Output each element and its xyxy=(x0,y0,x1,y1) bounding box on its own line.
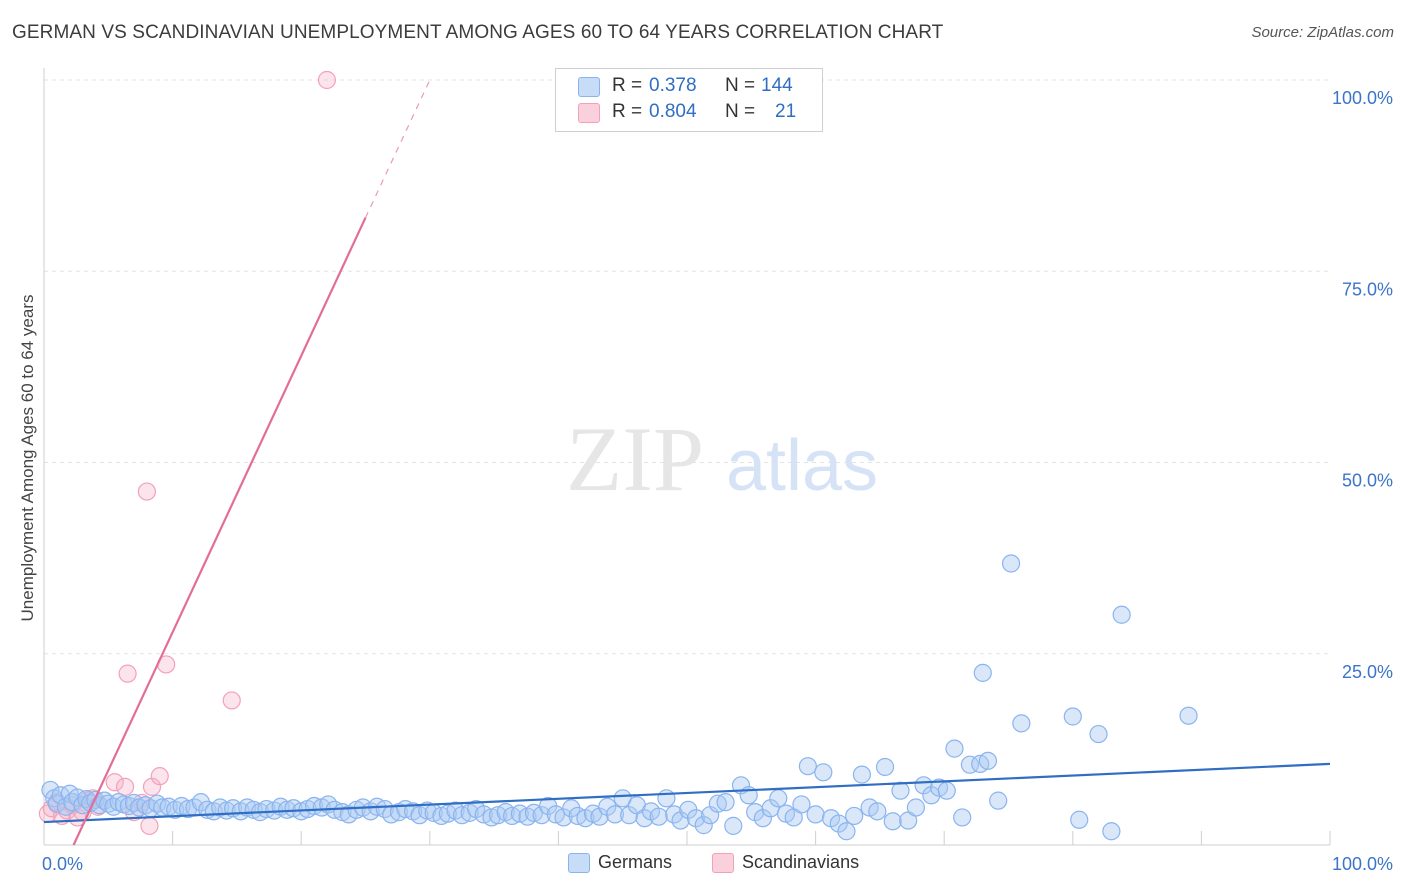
german-point xyxy=(694,816,713,835)
german-point xyxy=(953,808,972,827)
scandinavian-point xyxy=(140,816,159,835)
german-point xyxy=(868,802,887,821)
german-point xyxy=(635,809,654,828)
german-point xyxy=(960,755,980,774)
scandinavian-point xyxy=(137,482,156,501)
legend-r-label: R = xyxy=(612,75,643,96)
german-point xyxy=(883,812,902,831)
german-point xyxy=(532,806,551,825)
scandinavian-point xyxy=(150,767,169,786)
scandinavian-trend-extension xyxy=(364,79,431,218)
german-point xyxy=(1112,605,1131,624)
german-point xyxy=(875,757,895,777)
source-credit: Source: ZipAtlas.com xyxy=(1251,24,1394,41)
german-point xyxy=(852,765,871,784)
y-tick-label: 75.0% xyxy=(1342,279,1393,299)
legend-r-value-germans: 0.378 xyxy=(649,75,697,96)
x-tick-label: 0.0% xyxy=(42,854,83,874)
legend-n-label: N = xyxy=(725,101,756,122)
gridlines xyxy=(44,79,1330,655)
german-point xyxy=(590,807,609,826)
y-tick-label: 50.0% xyxy=(1342,471,1393,491)
german-point xyxy=(769,789,788,808)
watermark-atlas: atlas xyxy=(726,426,878,506)
german-point xyxy=(649,807,668,826)
german-point xyxy=(937,781,956,800)
german-point xyxy=(1089,724,1108,744)
bottom-legend-label-scandinavians: Scandinavians xyxy=(742,852,860,872)
german-point xyxy=(716,793,735,812)
german-point xyxy=(657,789,676,808)
trend-lines xyxy=(43,79,1331,846)
german-point xyxy=(620,806,639,825)
german-point xyxy=(989,791,1008,810)
scandinavian-points xyxy=(38,70,337,835)
german-trend-line xyxy=(43,762,1331,824)
german-point xyxy=(945,739,964,758)
german-point xyxy=(554,808,573,827)
scandinavian-point xyxy=(317,70,337,90)
german-point xyxy=(753,809,772,828)
german-point xyxy=(1102,822,1121,841)
german-point xyxy=(724,816,743,835)
tick-labels: 100.0% 75.0% 50.0% 25.0% 0.0% 100.0% xyxy=(42,88,1393,874)
legend-swatch-germans xyxy=(578,77,600,97)
german-point xyxy=(973,663,992,682)
german-point xyxy=(257,799,276,819)
german-point xyxy=(891,781,910,800)
german-point xyxy=(1001,554,1021,573)
stats-legend: R = 0.378 N = 144 R = 0.804 N = 21 xyxy=(555,68,823,132)
german-point xyxy=(598,797,617,816)
legend-r-value-scandinavians: 0.804 xyxy=(649,101,697,122)
bottom-legend-label-germans: Germans xyxy=(598,852,673,872)
bottom-legend-swatch-germans xyxy=(568,853,590,873)
german-points xyxy=(41,554,1198,841)
german-point xyxy=(1179,706,1198,725)
german-point xyxy=(814,763,833,782)
y-tick-label: 25.0% xyxy=(1342,662,1393,682)
y-tick-label: 100.0% xyxy=(1332,88,1393,108)
bottom-legend-swatch-scandinavians xyxy=(712,853,734,873)
german-point xyxy=(978,751,998,770)
german-point xyxy=(792,795,811,814)
german-point xyxy=(446,801,465,820)
legend-n-label: N = xyxy=(725,75,756,96)
german-point xyxy=(686,809,706,828)
scandinavian-trend-line xyxy=(72,217,367,846)
chart-title: GERMAN VS SCANDINAVIAN UNEMPLOYMENT AMON… xyxy=(12,22,944,43)
german-point xyxy=(798,757,817,776)
german-point xyxy=(1063,707,1082,726)
german-point xyxy=(605,805,625,824)
legend-n-value-germans: 144 xyxy=(761,75,793,96)
german-point xyxy=(1070,810,1089,829)
german-point xyxy=(1012,714,1031,733)
german-point xyxy=(829,814,848,833)
scandinavian-point xyxy=(105,773,124,792)
legend-n-value-scandinavians: 21 xyxy=(775,101,797,122)
x-tick-label: 100.0% xyxy=(1332,854,1393,874)
german-point xyxy=(845,806,864,826)
german-point xyxy=(906,798,926,817)
legend-r-label: R = xyxy=(612,101,643,122)
german-point xyxy=(708,794,727,813)
legend-swatch-scandinavians xyxy=(578,103,600,123)
scandinavian-point xyxy=(115,777,135,796)
german-point xyxy=(806,805,825,824)
axes xyxy=(43,68,1331,846)
scandinavian-point xyxy=(118,664,137,683)
watermark: ZIP atlas xyxy=(566,408,878,510)
german-point xyxy=(837,822,856,841)
scandinavian-point xyxy=(222,691,241,710)
watermark-zip: ZIP xyxy=(566,408,704,510)
